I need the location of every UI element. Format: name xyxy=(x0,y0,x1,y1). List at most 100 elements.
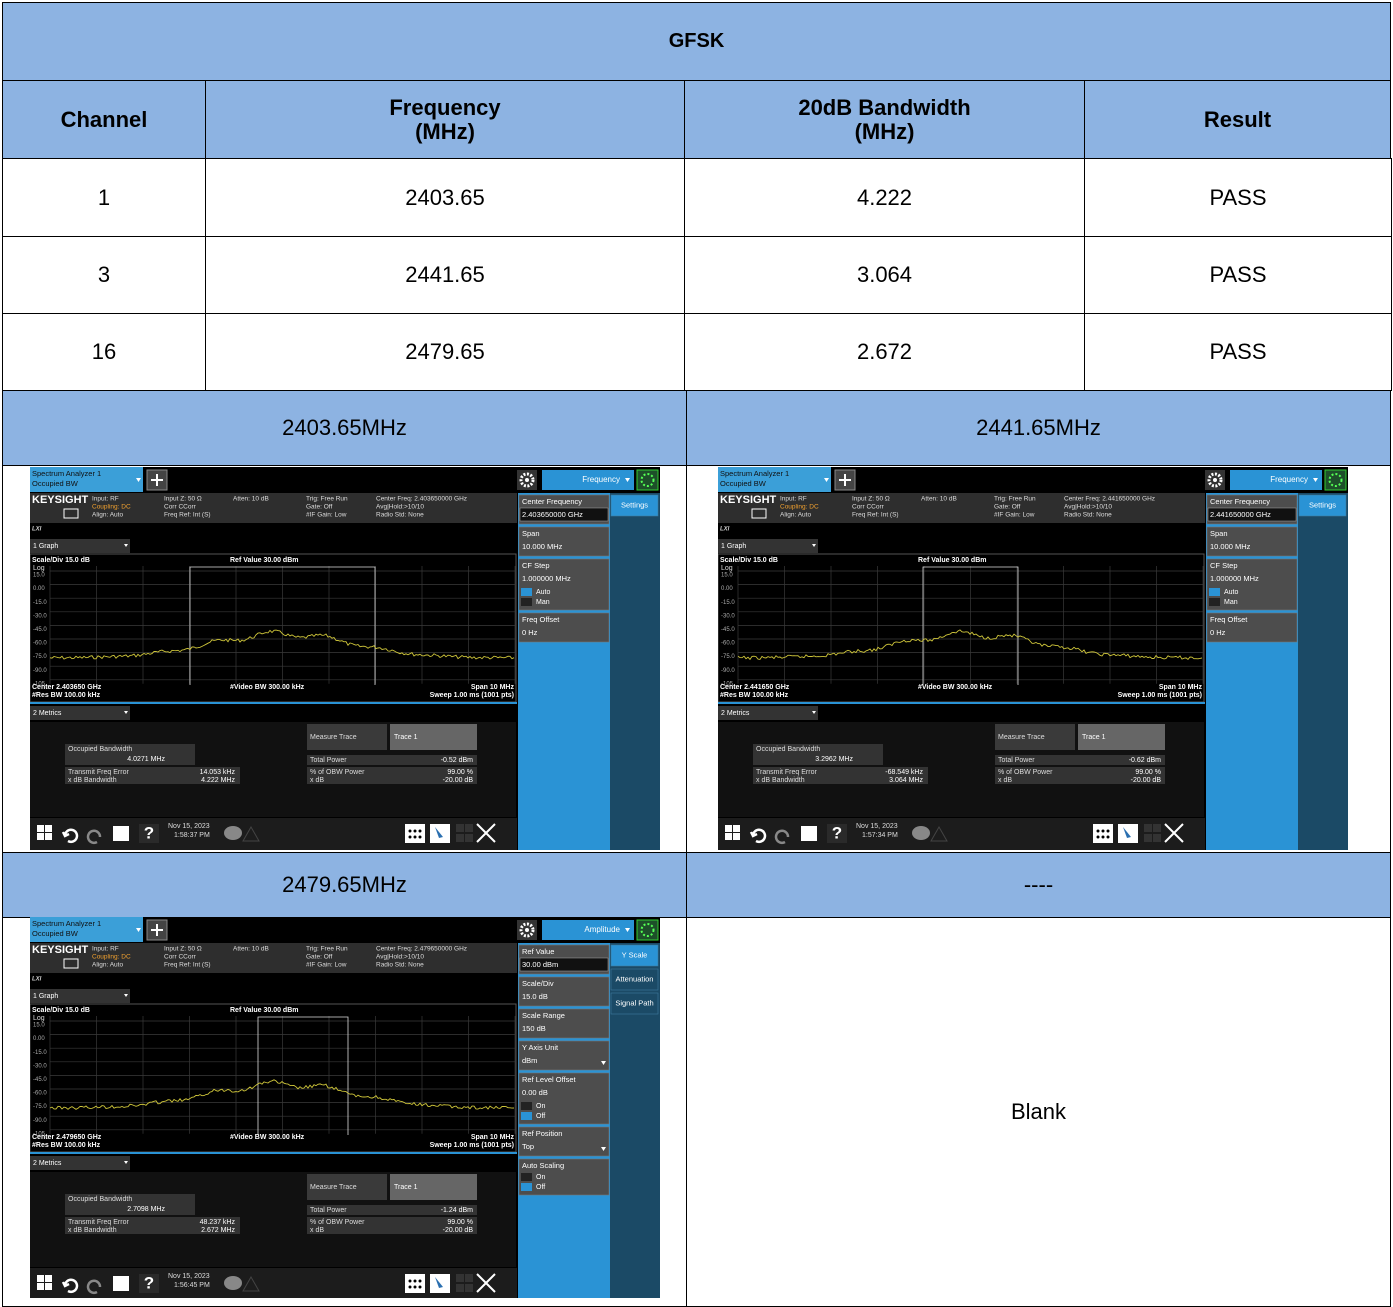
metric-box xyxy=(307,1174,387,1200)
windows-icon xyxy=(725,833,732,840)
time: 1:57:34 PM xyxy=(862,832,898,839)
tab-arrow xyxy=(136,928,141,932)
metric-label: Total Power xyxy=(998,757,1035,764)
metric-value: 99.00 % xyxy=(447,1219,473,1226)
metric-label: x dB Bandwidth xyxy=(68,777,117,784)
y-axis-label: -105 xyxy=(721,681,734,687)
table-cell: 3 xyxy=(2,236,206,314)
date: Nov 15, 2023 xyxy=(168,823,210,830)
info-text: Avg|Hold:>10/10 xyxy=(376,504,424,511)
status-spinner xyxy=(640,923,655,937)
y-axis-label: 15.0 xyxy=(33,573,45,579)
obw-bracket xyxy=(922,566,1019,685)
metric-label: % of OBW Power xyxy=(998,769,1053,776)
keypad-dot xyxy=(1096,829,1100,833)
folder-icon xyxy=(113,1276,129,1291)
keypad-dot xyxy=(418,829,422,833)
metric-label: Occupied Bandwidth xyxy=(68,1196,132,1203)
footer-center: Center 2.479650 GHz xyxy=(32,1134,102,1141)
gear-icon xyxy=(1207,472,1223,488)
metric-box xyxy=(753,767,928,784)
info-text: Align: Auto xyxy=(780,512,811,519)
keypad-dot xyxy=(413,829,417,833)
keypad-dot xyxy=(408,1285,412,1289)
menu-value-box xyxy=(1207,507,1297,522)
footer-center: Center 2.403650 GHz xyxy=(32,684,102,691)
metric-box xyxy=(995,767,1165,784)
folder-icon xyxy=(801,826,817,841)
fullscreen-icon xyxy=(1164,823,1184,843)
caption: ---- xyxy=(686,852,1391,918)
menu-item xyxy=(518,1008,610,1039)
metric-box xyxy=(65,767,240,784)
menu-arrow xyxy=(1313,478,1318,482)
menu-item-value: Top xyxy=(522,1142,534,1151)
metric-value: 3.064 MHz xyxy=(889,777,923,784)
alert-icon xyxy=(242,1275,260,1292)
table-cell: PASS xyxy=(1084,158,1392,237)
keypad-button xyxy=(1093,824,1113,843)
menu-item-value: 30.00 dBm xyxy=(522,960,558,969)
menu-item xyxy=(518,1126,610,1157)
metric-box xyxy=(307,767,477,784)
keypad-dot xyxy=(408,829,412,833)
metric-value: 48.237 kHz xyxy=(200,1219,236,1226)
header-cell: Channel xyxy=(2,80,206,159)
menu-item-value: 2.441650000 GHz xyxy=(1210,510,1271,519)
header-cell: Result xyxy=(1084,80,1391,159)
metric-label: x dB xyxy=(998,777,1012,784)
trace xyxy=(49,629,515,660)
info-text: Center Freq: 2.403650000 GHz xyxy=(376,496,467,503)
info-text: Radio Std: None xyxy=(376,512,424,519)
layout-icon xyxy=(456,1284,464,1292)
footer-center: Center 2.441650 GHz xyxy=(720,684,790,691)
header-line: Frequency xyxy=(389,95,501,121)
menu-item xyxy=(518,526,610,557)
y-axis-label: 0.00 xyxy=(721,586,733,592)
y-axis-label: -45.0 xyxy=(721,627,735,633)
metrics-tab-arrow xyxy=(124,711,128,714)
info-text: Radio Std: None xyxy=(376,962,424,969)
metric-value: -20.00 dB xyxy=(443,1227,474,1234)
layout-icon xyxy=(1144,824,1152,832)
y-axis-label: -105 xyxy=(33,681,46,687)
tab-label: Spectrum Analyzer 1 xyxy=(32,919,101,928)
keypad-button xyxy=(405,1274,425,1293)
metric-label: Transmit Freq Error xyxy=(68,769,129,776)
date: Nov 15, 2023 xyxy=(168,1273,210,1280)
footer-res-bw: #Res BW 100.00 kHz xyxy=(32,1142,101,1149)
toggle-option: Off xyxy=(536,1113,545,1120)
metric-label: Total Power xyxy=(310,1207,347,1214)
status-icon xyxy=(1324,469,1347,491)
layout-icon xyxy=(1144,834,1152,842)
ref-label: Ref Value 30.00 dBm xyxy=(230,557,298,564)
keypad-dot xyxy=(1106,835,1110,839)
info-text: #IF Gain: Low xyxy=(306,962,347,969)
info-text: Input Z: 50 Ω xyxy=(852,496,890,503)
brand: KEYSIGHT xyxy=(32,944,89,956)
caption: 2403.65MHz xyxy=(2,390,687,466)
info-text: Gate: Off xyxy=(306,954,332,961)
info-text: Freq Ref: Int (S) xyxy=(852,512,899,519)
info-text: Atten: 10 dB xyxy=(921,496,957,503)
chat-icon xyxy=(224,826,242,840)
menu-item-label: Scale Range xyxy=(522,1011,565,1020)
metrics-tab-arrow xyxy=(812,711,816,714)
metric-value: -20.00 dB xyxy=(443,777,474,784)
info-text: Trig: Free Run xyxy=(306,946,348,953)
graph-tab xyxy=(718,539,818,553)
scale-label: Scale/Div 15.0 dB xyxy=(32,557,90,564)
menu-item-value: 0 Hz xyxy=(522,628,538,637)
footer-span: Span 10 MHz xyxy=(1159,684,1203,691)
metric-box xyxy=(1078,724,1165,750)
toggle-indicator xyxy=(1209,598,1220,606)
status-spinner xyxy=(640,473,655,487)
metric-value: 2.7098 MHz xyxy=(127,1206,165,1213)
menu-title: Amplitude xyxy=(584,925,620,934)
y-axis-label: 0.00 xyxy=(33,1036,45,1042)
table-cell: 3.064 xyxy=(684,236,1085,314)
menu-item-label: Auto Scaling xyxy=(522,1161,564,1170)
metrics-tab-arrow xyxy=(124,1161,128,1164)
table-cell: PASS xyxy=(1084,313,1392,391)
